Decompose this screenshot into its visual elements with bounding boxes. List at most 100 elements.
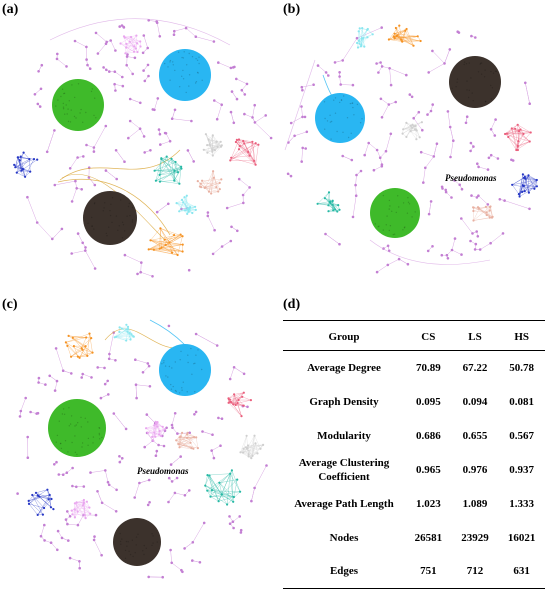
lilac-node xyxy=(75,501,78,504)
edge xyxy=(301,147,303,162)
lilac-edge xyxy=(72,514,85,516)
pink-edge xyxy=(517,124,531,133)
orange-edge xyxy=(401,39,421,42)
node xyxy=(475,230,478,233)
module-node xyxy=(124,549,127,552)
node xyxy=(114,89,117,92)
lilac-edge xyxy=(126,35,137,48)
teal-edge xyxy=(328,192,330,206)
module-node xyxy=(395,211,397,214)
node xyxy=(93,535,96,538)
orange-node xyxy=(387,38,390,41)
navy-edge xyxy=(37,489,48,496)
silver-edge xyxy=(403,122,407,130)
node xyxy=(154,454,158,457)
node xyxy=(444,190,448,194)
orange-node xyxy=(181,250,184,253)
module-node xyxy=(393,233,396,235)
node xyxy=(148,385,152,388)
orange-edge xyxy=(148,244,166,250)
navy-node xyxy=(29,170,32,173)
node xyxy=(422,181,425,184)
pink-edge xyxy=(235,141,250,156)
edge xyxy=(288,135,295,143)
orange-node xyxy=(181,243,184,246)
module-node xyxy=(484,69,486,71)
salmon-node xyxy=(218,188,221,191)
module-node xyxy=(198,62,200,65)
navy-node xyxy=(511,183,514,186)
pink-edge xyxy=(517,131,520,147)
module-node xyxy=(408,203,411,205)
edge xyxy=(504,200,530,210)
orange-edge xyxy=(160,228,183,237)
silver-node xyxy=(202,148,205,151)
module-node xyxy=(55,441,57,443)
silver-node xyxy=(409,124,412,127)
module-node xyxy=(103,207,105,209)
cyan-edge xyxy=(184,197,190,210)
node xyxy=(70,200,74,203)
node xyxy=(80,188,83,191)
module-node xyxy=(75,424,78,426)
pink-node xyxy=(248,154,251,157)
module-node xyxy=(402,202,405,204)
node xyxy=(242,372,246,376)
navy-node xyxy=(521,184,524,187)
module-node xyxy=(131,206,134,209)
module-node xyxy=(74,451,77,453)
module-node xyxy=(195,81,198,83)
node xyxy=(379,97,383,101)
edge xyxy=(301,84,314,88)
salmon-node xyxy=(220,178,223,181)
module-node xyxy=(69,121,72,123)
panel-label-d: (d) xyxy=(283,297,301,312)
node xyxy=(143,445,146,449)
module-node xyxy=(152,542,154,544)
node xyxy=(171,426,174,429)
module-node xyxy=(95,117,97,119)
metric-label: Average Path Length xyxy=(294,497,394,510)
node xyxy=(243,112,246,116)
node xyxy=(190,119,193,123)
pink-node xyxy=(237,398,240,402)
module-node xyxy=(377,226,379,228)
edge xyxy=(69,157,78,169)
module-node xyxy=(74,435,76,437)
module-node xyxy=(466,89,468,91)
pink-edge xyxy=(514,128,518,146)
node xyxy=(354,194,358,197)
node xyxy=(103,366,106,370)
pink-node xyxy=(515,148,518,152)
cyan-node xyxy=(194,205,197,208)
node xyxy=(65,65,68,68)
orange-edge xyxy=(161,247,183,252)
node xyxy=(489,128,493,131)
node xyxy=(453,237,457,240)
pink-edge xyxy=(244,143,250,156)
navy-edge xyxy=(35,489,48,493)
pink-node xyxy=(504,132,507,136)
salmon-edge xyxy=(205,171,214,188)
module-node xyxy=(463,61,466,63)
module-node xyxy=(336,130,338,133)
module-node xyxy=(484,101,487,103)
node xyxy=(211,252,215,256)
panel-label-a: (a) xyxy=(2,2,19,17)
navy-node xyxy=(27,502,31,505)
taxon-label-c: Pseudomonas xyxy=(137,466,189,476)
teal-node xyxy=(239,490,242,493)
teal-edge xyxy=(210,496,219,502)
module-node xyxy=(69,423,72,425)
navy-edge xyxy=(17,157,22,171)
salmon-edge xyxy=(478,206,491,209)
salmon-edge xyxy=(211,191,219,194)
teal-node xyxy=(154,179,157,182)
edge xyxy=(55,348,64,371)
module-node xyxy=(61,413,64,415)
navy-edge xyxy=(522,174,537,181)
orange-edge xyxy=(70,346,86,357)
node xyxy=(219,444,222,447)
node xyxy=(35,221,39,224)
salmon-node xyxy=(196,447,199,450)
